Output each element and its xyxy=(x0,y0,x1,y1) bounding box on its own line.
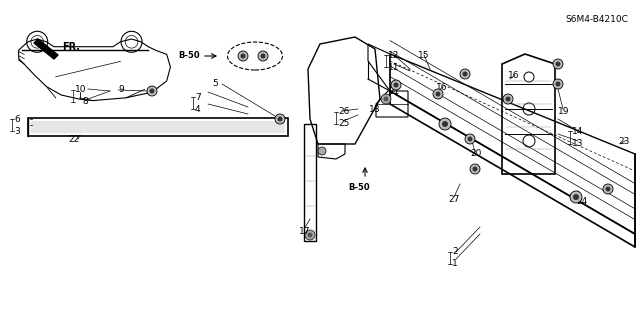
Polygon shape xyxy=(34,39,58,59)
Circle shape xyxy=(383,97,388,101)
Text: 14: 14 xyxy=(572,127,584,136)
Circle shape xyxy=(570,191,582,203)
Circle shape xyxy=(553,59,563,69)
Circle shape xyxy=(465,134,475,144)
Text: 22: 22 xyxy=(68,135,79,144)
Circle shape xyxy=(460,69,470,79)
Text: 19: 19 xyxy=(558,107,570,115)
Circle shape xyxy=(278,116,282,122)
Circle shape xyxy=(318,147,326,155)
Text: 3: 3 xyxy=(14,127,20,136)
Text: B-50: B-50 xyxy=(348,183,370,192)
Circle shape xyxy=(556,62,561,66)
Circle shape xyxy=(391,80,401,90)
Circle shape xyxy=(394,83,399,87)
Circle shape xyxy=(470,164,480,174)
Circle shape xyxy=(605,187,611,191)
Text: 10: 10 xyxy=(75,85,86,94)
Circle shape xyxy=(472,167,477,172)
Circle shape xyxy=(573,194,579,200)
Circle shape xyxy=(260,54,266,58)
Circle shape xyxy=(307,233,312,238)
Text: 15: 15 xyxy=(418,50,429,60)
Circle shape xyxy=(439,118,451,130)
Text: 12: 12 xyxy=(388,50,399,60)
Text: 13: 13 xyxy=(572,139,584,149)
Text: 24: 24 xyxy=(576,197,588,205)
Circle shape xyxy=(275,114,285,124)
Circle shape xyxy=(442,121,448,127)
Text: 18: 18 xyxy=(369,105,381,114)
Circle shape xyxy=(553,79,563,89)
Text: 1: 1 xyxy=(452,259,458,269)
Text: 27: 27 xyxy=(448,195,460,204)
Text: 20: 20 xyxy=(470,150,481,159)
Text: FR.: FR. xyxy=(62,42,80,52)
Circle shape xyxy=(150,88,154,93)
Text: 26: 26 xyxy=(338,108,349,116)
Circle shape xyxy=(147,86,157,96)
Text: 23: 23 xyxy=(618,137,629,145)
Text: 16: 16 xyxy=(508,70,520,79)
Text: 11: 11 xyxy=(388,63,399,71)
Text: 2: 2 xyxy=(452,248,458,256)
Circle shape xyxy=(435,92,440,97)
Circle shape xyxy=(238,51,248,61)
Text: 4: 4 xyxy=(195,105,200,114)
Text: 16: 16 xyxy=(436,83,447,92)
Text: S6M4-B4210C: S6M4-B4210C xyxy=(565,14,628,24)
Circle shape xyxy=(467,137,472,142)
Circle shape xyxy=(506,97,511,101)
Circle shape xyxy=(433,89,443,99)
Text: 5: 5 xyxy=(212,79,218,88)
Text: 7: 7 xyxy=(195,93,201,101)
Text: B-50: B-50 xyxy=(179,51,200,61)
Circle shape xyxy=(241,54,246,58)
Circle shape xyxy=(381,94,391,104)
Text: 6: 6 xyxy=(14,115,20,123)
Text: 8: 8 xyxy=(82,98,88,107)
Text: 21: 21 xyxy=(388,86,399,95)
Circle shape xyxy=(305,230,315,240)
Circle shape xyxy=(503,94,513,104)
Text: 25: 25 xyxy=(338,120,349,129)
Text: 9: 9 xyxy=(118,85,124,94)
Circle shape xyxy=(556,81,561,86)
Circle shape xyxy=(463,71,467,77)
Circle shape xyxy=(603,184,613,194)
Text: 17: 17 xyxy=(299,227,310,236)
Circle shape xyxy=(258,51,268,61)
